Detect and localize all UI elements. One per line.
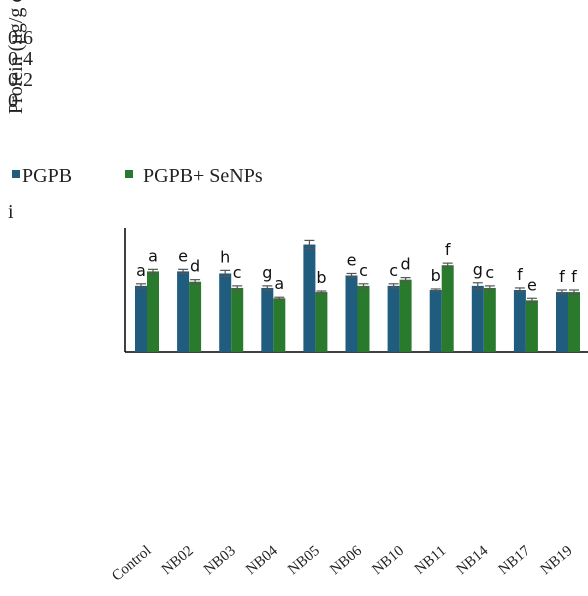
y-tick-label: 0.4 [8,48,33,70]
significance-letter: c [485,263,494,282]
note: i [8,201,14,223]
bar [526,300,538,352]
bar [484,288,496,352]
bar [303,245,315,352]
x-tick-label: NB03 [201,543,239,578]
significance-letter: c [389,261,398,280]
bar [135,286,147,352]
chart: Protein (µg/g of i 0.60.40.20PGPBPGPB+ S… [0,0,588,596]
legend-label: PGPB+ SeNPs [143,165,263,187]
significance-letter: g [473,260,483,279]
significance-letter: a [136,261,146,280]
significance-letter: d [401,255,411,274]
significance-letter: a [148,246,158,265]
bar [147,271,159,352]
y-tick-label: 0.2 [8,69,33,91]
significance-letter: e [178,246,188,265]
bar [261,288,273,352]
significance-letter: f [517,265,523,284]
significance-letter: a [274,274,284,293]
bar [388,286,400,352]
x-tick-label: NB05 [285,543,323,578]
bar [358,286,370,352]
x-tick-label: NB14 [454,542,492,578]
bar [189,282,201,352]
bar [315,292,327,352]
x-tick-label: NB06 [327,542,365,578]
legend-label: PGPB [22,165,72,187]
legend-swatch [125,170,133,178]
significance-letter: c [359,261,368,280]
significance-letter: f [559,267,565,286]
x-tick-label: NB19 [538,543,576,578]
significance-letter: f [571,267,577,286]
bar [346,276,358,352]
significance-letter: b [431,266,441,285]
x-tick-label: NB04 [243,542,281,578]
significance-letter: f [445,240,451,259]
significance-letter: h [220,247,230,266]
y-tick-label: 0.6 [8,27,33,49]
significance-letter: g [262,263,272,282]
significance-letter: e [527,275,537,294]
x-tick-label: NB02 [159,543,197,578]
legend-swatch [12,170,20,178]
significance-letter: e [347,250,357,269]
bar [442,265,454,352]
significance-letter: b [316,268,326,287]
bar [177,271,189,352]
bar [556,292,568,352]
bar [430,290,442,352]
y-tick-label: 0 [8,90,18,112]
bar [231,288,243,352]
significance-letter: c [233,263,242,282]
bar [219,273,231,352]
bar [273,298,285,352]
significance-letter: d [190,257,200,276]
bar [400,280,412,352]
bar [568,292,580,352]
x-tick-label: Control [109,543,154,585]
bar [514,290,526,352]
x-tick-label: NB17 [496,542,534,578]
bar [472,286,484,352]
x-tick-label: NB10 [369,543,407,578]
x-tick-label: NB11 [412,543,449,578]
